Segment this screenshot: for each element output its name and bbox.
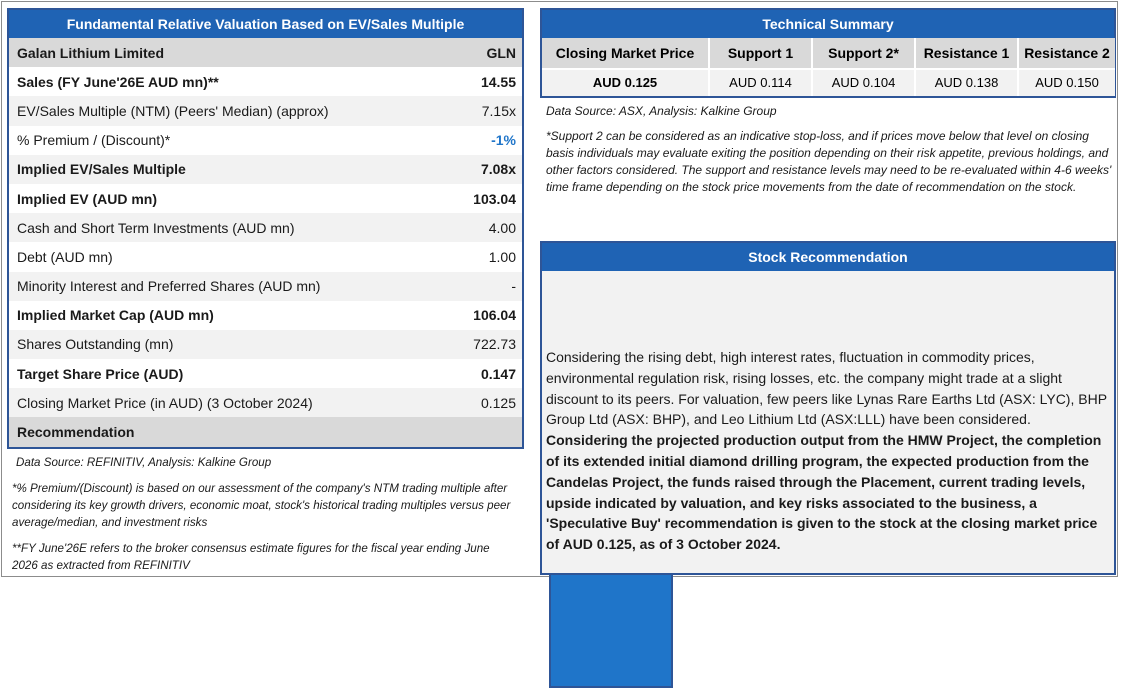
col-header-closing: Closing Market Price — [542, 38, 710, 70]
recommendation-text-bold: Considering the projected production out… — [546, 432, 1102, 553]
valuation-note-fy: **FY June'26E refers to the broker conse… — [12, 542, 490, 572]
table-row: Sales (FY June'26E AUD mn)** 14.55 — [9, 67, 522, 96]
recommendation-row: Recommendation Speculative Buy — [9, 251, 673, 688]
row-label: Implied EV (AUD mn) — [17, 190, 158, 207]
technical-note: *Support 2 can be considered as an indic… — [546, 129, 1112, 194]
row-label: Sales (FY June'26E AUD mn)** — [17, 73, 219, 90]
row-label: Debt (AUD mn) — [17, 248, 113, 265]
row-value: 1.00 — [488, 248, 516, 265]
table-row: Closing Market Price (in AUD) (3 October… — [9, 388, 522, 418]
recommendation-text: Considering the rising debt, high intere… — [546, 347, 1112, 555]
technical-title: Technical Summary — [542, 10, 1114, 38]
row-label: Shares Outstanding (mn) — [17, 336, 174, 353]
valuation-source: Data Source: REFINITIV, Analysis: Kalkin… — [16, 456, 272, 469]
row-value: - — [511, 278, 516, 295]
table-row: Cash and Short Term Investments (AUD mn)… — [9, 213, 522, 243]
table-row: EV/Sales Multiple (NTM) (Peers' Median) … — [9, 96, 522, 126]
row-label: Implied Market Cap (AUD mn) — [17, 307, 214, 324]
row-value: 0.147 — [480, 365, 516, 382]
table-row: Implied Market Cap (AUD mn) 106.04 — [9, 301, 522, 330]
row-value: 4.00 — [488, 219, 516, 236]
technical-summary: Technical Summary Closing Market Price S… — [540, 8, 1116, 98]
table-row: % Premium / (Discount)* -1% — [9, 126, 522, 155]
row-label: Recommendation — [17, 424, 135, 441]
stock-recommendation: Stock Recommendation Considering the ris… — [540, 241, 1116, 575]
valuation-title: Fundamental Relative Valuation Based on … — [9, 10, 522, 38]
col-header-support2: Support 2* — [813, 38, 916, 70]
row-value: 106.04 — [473, 307, 516, 324]
row-value: 14.55 — [480, 73, 516, 90]
row-label: Cash and Short Term Investments (AUD mn) — [17, 219, 295, 236]
table-row: Implied EV/Sales Multiple 7.08x — [9, 154, 522, 184]
row-value: 7.08x — [480, 161, 516, 178]
table-row: Target Share Price (AUD) 0.147 — [9, 359, 522, 388]
valuation-table: Fundamental Relative Valuation Based on … — [7, 8, 673, 688]
resistance1-value: AUD 0.138 — [916, 70, 1019, 96]
col-header-resistance1: Resistance 1 — [916, 38, 1019, 70]
row-label: Implied EV/Sales Multiple — [17, 161, 186, 178]
row-value: 103.04 — [473, 190, 516, 207]
resistance2-value: AUD 0.150 — [1019, 70, 1115, 96]
row-label: Closing Market Price (in AUD) (3 October… — [17, 394, 313, 411]
premium-discount-value: -1% — [491, 132, 516, 149]
support2-value: AUD 0.104 — [813, 70, 916, 96]
valuation-note-premium: *% Premium/(Discount) is based on our as… — [12, 482, 511, 529]
row-value: 0.125 — [480, 394, 516, 411]
company-name: Galan Lithium Limited — [17, 44, 165, 61]
technical-source: Data Source: ASX, Analysis: Kalkine Grou… — [546, 104, 777, 118]
table-row: Minority Interest and Preferred Shares (… — [9, 271, 522, 301]
table-row: Shares Outstanding (mn) 722.73 — [9, 329, 522, 360]
table-row: Debt (AUD mn) 1.00 — [9, 242, 522, 271]
row-value: 722.73 — [473, 336, 516, 353]
row-label: % Premium / (Discount)* — [17, 132, 171, 149]
closing-price-value: AUD 0.125 — [542, 70, 710, 96]
recommendation-text-plain: Considering the rising debt, high intere… — [546, 349, 1107, 428]
table-row: Implied EV (AUD mn) 103.04 — [9, 184, 522, 213]
col-header-support1: Support 1 — [710, 38, 813, 70]
support1-value: AUD 0.114 — [710, 70, 813, 96]
company-ticker: GLN — [486, 44, 516, 61]
col-header-resistance2: Resistance 2 — [1019, 38, 1115, 70]
row-label: EV/Sales Multiple (NTM) (Peers' Median) … — [17, 102, 329, 119]
recommendation-title: Stock Recommendation — [542, 243, 1114, 271]
company-header-row: Galan Lithium Limited GLN — [9, 38, 522, 68]
technical-grid: Closing Market Price Support 1 Support 2… — [542, 38, 1115, 96]
row-label: Minority Interest and Preferred Shares (… — [17, 278, 321, 295]
row-value: 7.15x — [481, 102, 516, 119]
row-label: Target Share Price (AUD) — [17, 365, 184, 382]
